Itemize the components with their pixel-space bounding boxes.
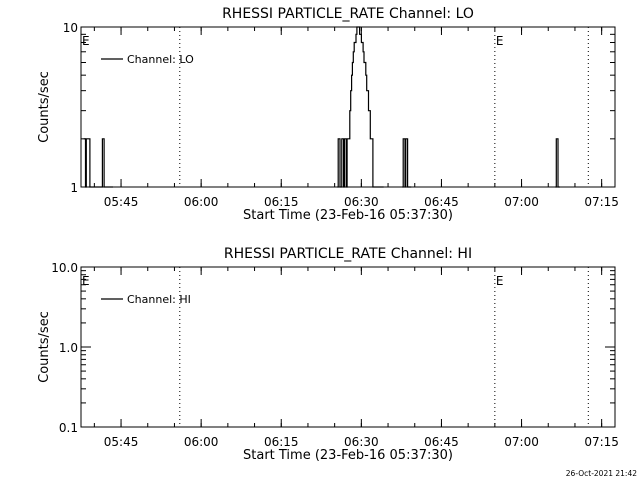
event-flag-label: E <box>496 274 504 288</box>
lo-channel-panel: RHESSI PARTICLE_RATE Channel: LO 05:45 06:… <box>37 6 619 223</box>
hi-channel-panel: RHESSI PARTICLE_RATE Channel: HI 05:45 06:… <box>37 246 619 463</box>
x-tick-label: 06:15 <box>264 195 299 209</box>
y-tick-label: 10.0 <box>51 261 78 275</box>
legend-entry: Channel: HI <box>127 293 191 306</box>
x-tick-label: 06:45 <box>424 195 459 209</box>
y-tick-label: 1 <box>70 181 78 195</box>
x-tick-label: 05:45 <box>104 435 139 449</box>
x-tick-label: 07:15 <box>584 195 619 209</box>
plot-frame <box>80 26 616 188</box>
x-tick-label: 07:15 <box>584 435 619 449</box>
x-tick-label: 06:45 <box>424 435 459 449</box>
x-tick-label: 07:00 <box>504 195 539 209</box>
y-tick-label: 1.0 <box>59 341 78 355</box>
legend-entry: Channel: LO <box>127 53 194 66</box>
x-tick-label: 06:15 <box>264 435 299 449</box>
plot-frame <box>80 266 616 428</box>
x-tick-label: 06:00 <box>184 435 219 449</box>
x-axis-label: Start Time (23-Feb-16 05:37:30) <box>243 448 453 463</box>
y-axis-label: Counts/sec <box>37 311 52 383</box>
x-tick-label: 05:45 <box>104 195 139 209</box>
x-axis-label: Start Time (23-Feb-16 05:37:30) <box>243 208 453 223</box>
x-tick-label: 06:30 <box>344 435 379 449</box>
y-tick-label: 10 <box>63 21 78 35</box>
event-flag-label: E <box>496 34 504 48</box>
plot-timestamp: 26-Oct-2021 21:42 <box>566 469 637 478</box>
x-tick-label: 06:00 <box>184 195 219 209</box>
x-tick-label: 06:30 <box>344 195 379 209</box>
y-axis-label: Counts/sec <box>37 71 52 143</box>
event-flag-label: E <box>82 274 90 288</box>
chart-title: RHESSI PARTICLE_RATE Channel: LO <box>222 6 474 22</box>
event-flag-label: E <box>82 34 90 48</box>
y-tick-label: 0.1 <box>59 421 78 435</box>
series-line <box>83 26 560 188</box>
x-tick-label: 07:00 <box>504 435 539 449</box>
chart-title: RHESSI PARTICLE_RATE Channel: HI <box>224 246 472 262</box>
